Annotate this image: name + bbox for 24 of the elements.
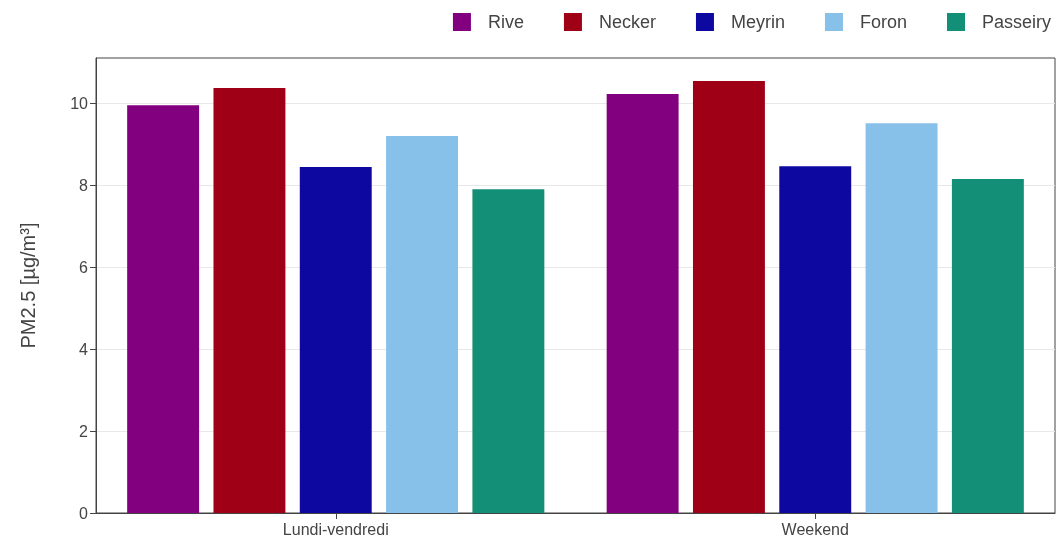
- bar: [692, 80, 765, 513]
- y-tick-label: 8: [79, 176, 89, 194]
- bar: [951, 178, 1024, 513]
- bar: [606, 94, 679, 513]
- y-tick-label: 2: [79, 422, 89, 440]
- legend-label: Rive: [487, 12, 524, 32]
- bar: [386, 135, 459, 513]
- bar: [127, 105, 200, 513]
- bar: [472, 189, 545, 513]
- bar: [299, 167, 372, 513]
- legend-label: Foron: [859, 12, 907, 32]
- bar: [779, 166, 852, 513]
- bar: [865, 123, 938, 513]
- legend-label: Passeiry: [981, 12, 1052, 32]
- y-tick-label: 0: [79, 504, 89, 522]
- x-tick-label: Weekend: [781, 520, 849, 538]
- bar: [213, 87, 286, 513]
- y-tick-label: 10: [70, 94, 89, 112]
- legend-label: Necker: [598, 12, 656, 32]
- y-tick-label: 4: [79, 340, 89, 358]
- y-tick-label: 6: [79, 258, 89, 276]
- y-axis-title: PM2.5 [µg/m³]: [17, 222, 39, 349]
- legend-label: Meyrin: [730, 12, 785, 32]
- x-tick-label: Lundi-vendredi: [282, 520, 389, 538]
